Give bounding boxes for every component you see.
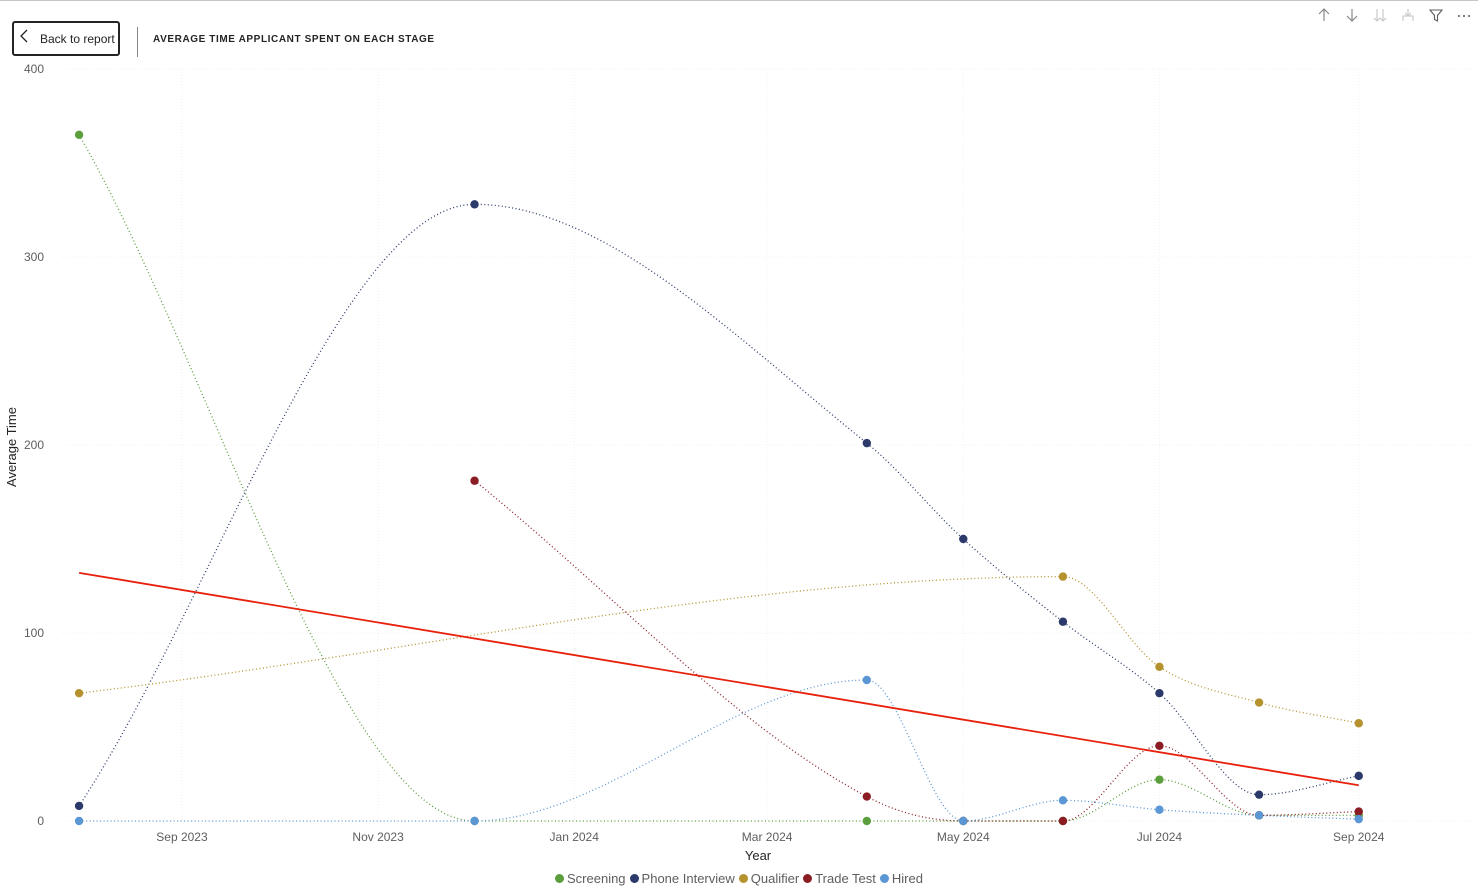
data-point-phone-interview[interactable] <box>1354 771 1363 781</box>
data-point-hired[interactable] <box>959 816 968 826</box>
data-point-screening[interactable] <box>1155 775 1164 784</box>
series-line-screening <box>78 134 1359 822</box>
data-point-hired[interactable] <box>1254 811 1264 820</box>
data-point-phone-interview[interactable] <box>1155 688 1164 698</box>
legend-item-screening[interactable]: Screening <box>555 871 626 886</box>
legend-marker <box>738 874 748 883</box>
legend-marker <box>803 874 813 883</box>
legend-label: Screening <box>567 871 626 886</box>
y-axis-title: Average Time <box>4 407 19 487</box>
visual-title: AVERAGE TIME APPLICANT SPENT ON EACH STA… <box>153 34 435 45</box>
data-point-qualifier[interactable] <box>1058 572 1068 581</box>
legend-marker <box>879 874 889 883</box>
trend-line <box>78 571 1359 787</box>
data-point-hired[interactable] <box>470 816 479 826</box>
arrow-up-icon[interactable] <box>1310 5 1338 25</box>
data-point-phone-interview[interactable] <box>1058 617 1068 626</box>
x-tick-label: Sep 2024 <box>1333 830 1385 844</box>
chevron-left-icon <box>14 28 33 49</box>
x-tick-label: Jul 2024 <box>1137 830 1183 844</box>
y-tick-label: 200 <box>24 438 44 452</box>
legend-item-phone-interview[interactable]: Phone Interview <box>629 871 735 886</box>
top-border <box>0 0 1478 1</box>
double-arrow-down-icon[interactable] <box>1366 5 1394 25</box>
legend-label: Qualifier <box>750 871 800 886</box>
back-to-report-label: Back to report <box>40 31 115 46</box>
data-point-trade-test[interactable] <box>470 476 479 485</box>
gridlines <box>63 68 1472 822</box>
legend-label: Trade Test <box>815 871 876 886</box>
series-line-trade-test <box>474 480 1359 822</box>
data-point-trade-test[interactable] <box>1058 816 1068 826</box>
data-point-hired[interactable] <box>74 816 84 826</box>
legend-item-qualifier[interactable]: Qualifier <box>738 871 800 886</box>
x-tick-label: May 2024 <box>937 830 990 844</box>
x-tick-label: Sep 2023 <box>156 830 208 844</box>
y-tick-label: 100 <box>24 626 44 640</box>
x-tick-label: Mar 2024 <box>742 830 793 844</box>
data-point-trade-test[interactable] <box>1354 807 1363 816</box>
back-to-report-button[interactable]: Back to report <box>12 21 120 56</box>
expand-hierarchy-icon[interactable] <box>1394 5 1422 25</box>
y-tick-label: 400 <box>24 62 44 76</box>
x-tick-label: Nov 2023 <box>352 830 404 844</box>
data-point-trade-test[interactable] <box>862 792 872 801</box>
data-point-trade-test[interactable] <box>1155 741 1164 750</box>
data-point-phone-interview[interactable] <box>959 534 968 544</box>
filter-icon[interactable] <box>1422 5 1450 25</box>
chart-legend: Screening Phone Interview Qualifier Trade T… <box>0 871 1478 886</box>
legend-label: Phone Interview <box>641 871 735 886</box>
header-divider <box>137 27 138 57</box>
legend-marker <box>629 874 639 883</box>
data-point-hired[interactable] <box>1155 805 1164 814</box>
arrow-down-icon[interactable] <box>1338 5 1366 25</box>
legend-marker <box>555 874 564 883</box>
data-point-hired[interactable] <box>1354 814 1363 824</box>
y-axis-ticks: 0 100 200 300 400 <box>24 62 44 828</box>
data-point-hired[interactable] <box>1058 796 1068 805</box>
y-tick-label: 300 <box>24 250 44 264</box>
data-point-qualifier[interactable] <box>74 688 84 698</box>
x-axis-ticks: Sep 2023 Nov 2023 Jan 2024 Mar 2024 May 2024… <box>156 830 1384 844</box>
data-point-phone-interview[interactable] <box>1254 790 1264 799</box>
data-point-qualifier[interactable] <box>1354 719 1363 728</box>
data-point-screening[interactable] <box>74 130 84 139</box>
data-point-qualifier[interactable] <box>1254 698 1264 707</box>
x-axis-title: Year <box>745 848 772 863</box>
data-point-phone-interview[interactable] <box>74 801 84 811</box>
data-point-phone-interview[interactable] <box>470 200 479 209</box>
series-points <box>74 130 1363 826</box>
data-point-qualifier[interactable] <box>1155 662 1164 672</box>
x-tick-label: Jan 2024 <box>550 830 600 844</box>
series-lines <box>78 134 1359 822</box>
data-point-phone-interview[interactable] <box>862 438 872 448</box>
series-line-phone-interview <box>78 203 1359 807</box>
trend-line-layer <box>78 571 1359 787</box>
y-tick-label: 0 <box>37 814 44 828</box>
visual-toolbar <box>1310 5 1478 25</box>
legend-item-hired[interactable]: Hired <box>879 871 923 886</box>
legend-label: Hired <box>891 871 923 886</box>
data-point-hired[interactable] <box>862 675 872 685</box>
more-options-icon[interactable] <box>1450 5 1478 25</box>
data-point-screening[interactable] <box>862 816 872 826</box>
legend-item-trade-test[interactable]: Trade Test <box>803 871 876 886</box>
